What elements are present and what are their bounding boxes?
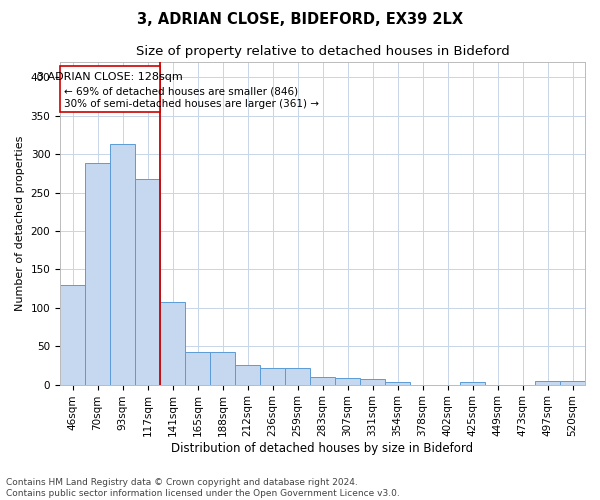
X-axis label: Distribution of detached houses by size in Bideford: Distribution of detached houses by size … (172, 442, 473, 455)
Bar (335, 378, 360, 384)
Bar (460, 382, 485, 384)
Text: 3 ADRIAN CLOSE: 128sqm: 3 ADRIAN CLOSE: 128sqm (37, 72, 183, 82)
Bar (85, 164, 110, 384)
Title: Size of property relative to detached houses in Bideford: Size of property relative to detached ho… (136, 45, 509, 58)
Bar (285, 368, 310, 384)
Bar (360, 379, 385, 384)
Text: Contains HM Land Registry data © Crown copyright and database right 2024.
Contai: Contains HM Land Registry data © Crown c… (6, 478, 400, 498)
Bar (60, 66, 160, 112)
Bar (185, 352, 210, 384)
Bar (110, 144, 135, 384)
Text: 30% of semi-detached houses are larger (361) →: 30% of semi-detached houses are larger (… (64, 99, 319, 109)
Bar (560, 381, 585, 384)
Bar (260, 368, 285, 384)
Bar (235, 366, 260, 384)
Bar (310, 377, 335, 384)
Bar (385, 382, 410, 384)
Text: 3, ADRIAN CLOSE, BIDEFORD, EX39 2LX: 3, ADRIAN CLOSE, BIDEFORD, EX39 2LX (137, 12, 463, 28)
Bar (160, 302, 185, 384)
Bar (535, 381, 560, 384)
Bar (135, 178, 160, 384)
Y-axis label: Number of detached properties: Number of detached properties (15, 136, 25, 311)
Bar (60, 284, 85, 384)
Text: ← 69% of detached houses are smaller (846): ← 69% of detached houses are smaller (84… (64, 86, 298, 96)
Bar (210, 352, 235, 384)
